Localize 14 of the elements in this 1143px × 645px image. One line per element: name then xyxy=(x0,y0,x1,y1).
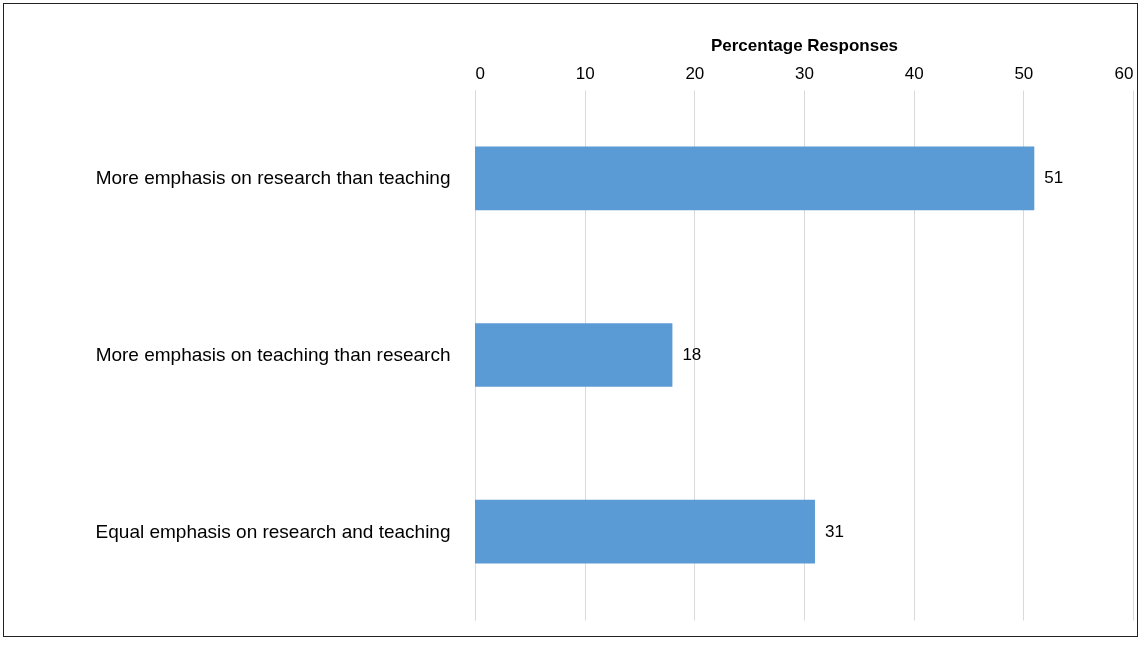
x-tick-label: 60 xyxy=(1114,63,1134,83)
y-tick-label: More emphasis on teaching than research xyxy=(95,344,451,365)
x-axis-title: Percentage Responses xyxy=(710,35,899,55)
data-label: 18 xyxy=(682,345,702,364)
x-tick-label: 40 xyxy=(904,63,924,83)
x-tick-label: 0 xyxy=(475,63,485,83)
data-label: 31 xyxy=(824,521,844,541)
x-tick-label: 10 xyxy=(575,63,595,83)
x-tick-label: 50 xyxy=(1014,63,1034,83)
x-tick-label: 20 xyxy=(685,63,705,83)
y-tick-label: Equal emphasis on research and teaching xyxy=(95,520,451,542)
y-tick-label: More emphasis on research than teaching xyxy=(95,167,451,189)
x-tick-label: 30 xyxy=(795,63,814,83)
data-label: 51 xyxy=(1044,168,1064,188)
